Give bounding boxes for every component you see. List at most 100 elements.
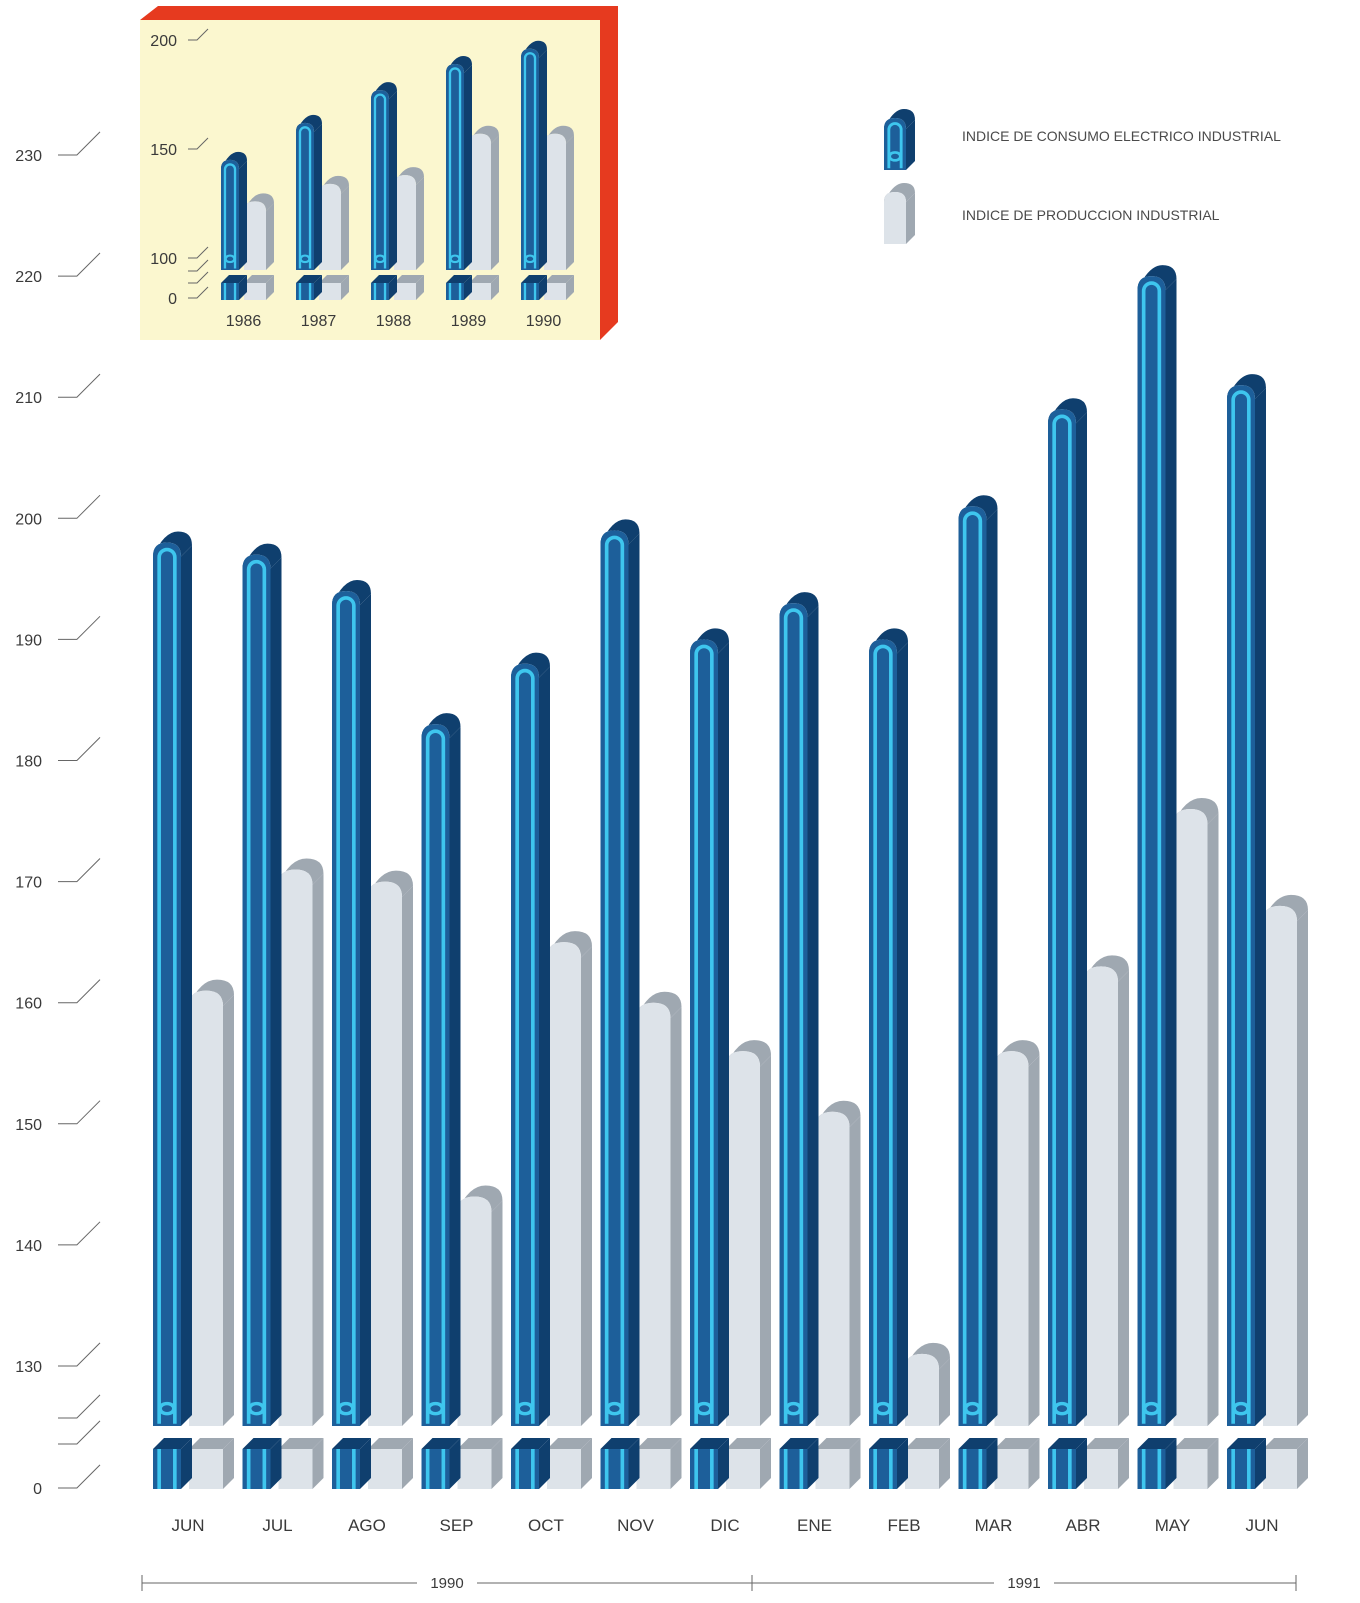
y-axis-break-1 [58, 1394, 101, 1419]
inset-bar-production-1 [319, 175, 349, 270]
inset-x-tick-label-2: 1988 [376, 313, 412, 330]
legend: INDICE DE CONSUMO ELECTRICO INDUSTRIAL I… [884, 109, 1281, 244]
inset-base-electric-3 [446, 275, 472, 300]
base-electric-5 [600, 1438, 640, 1489]
x-axis-labels: JUN JUL AGO SEP OCT NOV DIC ENE FEB MAR ABR MAY JUN [171, 1516, 1278, 1535]
y-tick-label-230: 230 [15, 148, 42, 165]
bar-production-9 [994, 1040, 1040, 1426]
x-tick-label-4: OCT [528, 1516, 564, 1535]
bar-production-6 [726, 1040, 771, 1426]
bar-production-4 [547, 931, 592, 1426]
inset-bars [221, 40, 574, 300]
base-production-10 [1084, 1438, 1129, 1489]
base-electric-6 [690, 1438, 729, 1489]
bar-electric-5 [600, 519, 640, 1426]
base-electric-11 [1137, 1438, 1177, 1489]
inset-base-production-4 [544, 275, 574, 300]
x-tick-label-1: JUL [262, 1516, 292, 1535]
inset-base-production-2 [394, 275, 424, 300]
inset-x-tick-label-4: 1990 [526, 313, 562, 330]
base-production-9 [994, 1438, 1040, 1489]
y-tick-130 [58, 1342, 101, 1367]
inset-bar-electric-0 [221, 151, 247, 270]
bar-electric-0 [153, 531, 192, 1426]
x-tick-label-3: SEP [439, 1516, 473, 1535]
y-tick-150 [58, 1100, 101, 1125]
bar-production-3 [457, 1185, 503, 1426]
base-electric-1 [242, 1438, 282, 1489]
x-tick-label-8: FEB [887, 1516, 920, 1535]
x-tick-label-10: ABR [1066, 1516, 1101, 1535]
inset-base-production-3 [469, 275, 499, 300]
y-tick-label-170: 170 [15, 875, 42, 892]
y-tick-label-0: 0 [33, 1481, 42, 1498]
base-electric-7 [779, 1438, 819, 1489]
inset-y-tick-100 [188, 246, 209, 259]
bar-production-2 [368, 870, 413, 1426]
bar-electric-10 [1048, 398, 1087, 1426]
bar-electric-2 [332, 579, 371, 1426]
inset-base-electric-2 [371, 275, 397, 300]
bar-production-5 [636, 991, 682, 1426]
x-tick-label-7: ENE [797, 1516, 832, 1535]
y-tick-140 [58, 1221, 101, 1246]
base-electric-12 [1227, 1438, 1266, 1489]
inset-bar-electric-3 [446, 55, 472, 271]
base-production-8 [905, 1438, 950, 1489]
base-production-11 [1173, 1438, 1219, 1489]
y-axis-break-2 [58, 1420, 101, 1445]
y-tick-180 [58, 737, 101, 761]
base-electric-4 [511, 1438, 550, 1489]
y-tick-label-130: 130 [15, 1359, 42, 1376]
inset-base-electric-0 [221, 275, 247, 300]
base-electric-0 [153, 1438, 192, 1489]
inset-y-tick-label-0: 0 [168, 291, 177, 308]
inset-y-tick-0 [188, 286, 209, 299]
y-tick-170 [58, 858, 101, 883]
bar-production-1 [278, 858, 324, 1426]
bar-electric-12 [1227, 374, 1266, 1427]
inset-y-tick-label-150: 150 [150, 142, 177, 159]
legend-label-production: INDICE DE PRODUCCION INDUSTRIAL [962, 207, 1220, 223]
inset-y-axis-break-1 [188, 259, 209, 272]
base-production-6 [726, 1438, 771, 1489]
base-production-3 [457, 1438, 503, 1489]
inset-bar-production-0 [244, 193, 274, 270]
bar-electric-8 [869, 628, 908, 1426]
inset-bar-production-2 [394, 167, 424, 270]
inset-x-axis-labels: 1986 1987 1988 1989 1990 [226, 313, 562, 330]
y-tick-0 [58, 1464, 101, 1489]
y-tick-220 [58, 252, 101, 277]
inset-y-tick-200 [188, 28, 209, 41]
inset-base-electric-4 [521, 275, 547, 300]
base-electric-3 [421, 1438, 461, 1489]
base-production-5 [636, 1438, 682, 1489]
y-tick-label-210: 210 [15, 390, 42, 407]
inset-y-tick-label-200: 200 [150, 33, 177, 50]
x-tick-label-11: MAY [1155, 1516, 1191, 1535]
bar-electric-7 [779, 592, 819, 1426]
y-tick-label-220: 220 [15, 269, 42, 286]
main-bars [153, 265, 1308, 1489]
base-electric-9 [958, 1438, 998, 1489]
bar-production-7 [815, 1100, 861, 1426]
bar-production-0 [189, 979, 234, 1426]
year-label-0: 1990 [430, 1575, 463, 1592]
base-production-1 [278, 1438, 324, 1489]
y-axis: 0 130 140 150 160 170 180 190 200 210 220 230 [15, 131, 101, 1498]
y-tick-label-190: 190 [15, 632, 42, 649]
inset-bar-electric-2 [371, 82, 397, 270]
inset-y-tick-150 [188, 137, 209, 150]
base-electric-10 [1048, 1438, 1087, 1489]
legend-label-electric: INDICE DE CONSUMO ELECTRICO INDUSTRIAL [962, 128, 1281, 144]
x-tick-label-12: JUN [1245, 1516, 1278, 1535]
inset-y-tick-label-100: 100 [150, 251, 177, 268]
bar-electric-11 [1137, 265, 1177, 1427]
y-tick-190 [58, 615, 101, 640]
inset-y-axis: 0 100 150 200 [150, 28, 209, 308]
y-tick-label-200: 200 [15, 511, 42, 528]
inset-y-axis-break-2 [188, 271, 209, 284]
bar-production-12 [1263, 894, 1308, 1426]
inset-base-electric-1 [296, 275, 322, 300]
